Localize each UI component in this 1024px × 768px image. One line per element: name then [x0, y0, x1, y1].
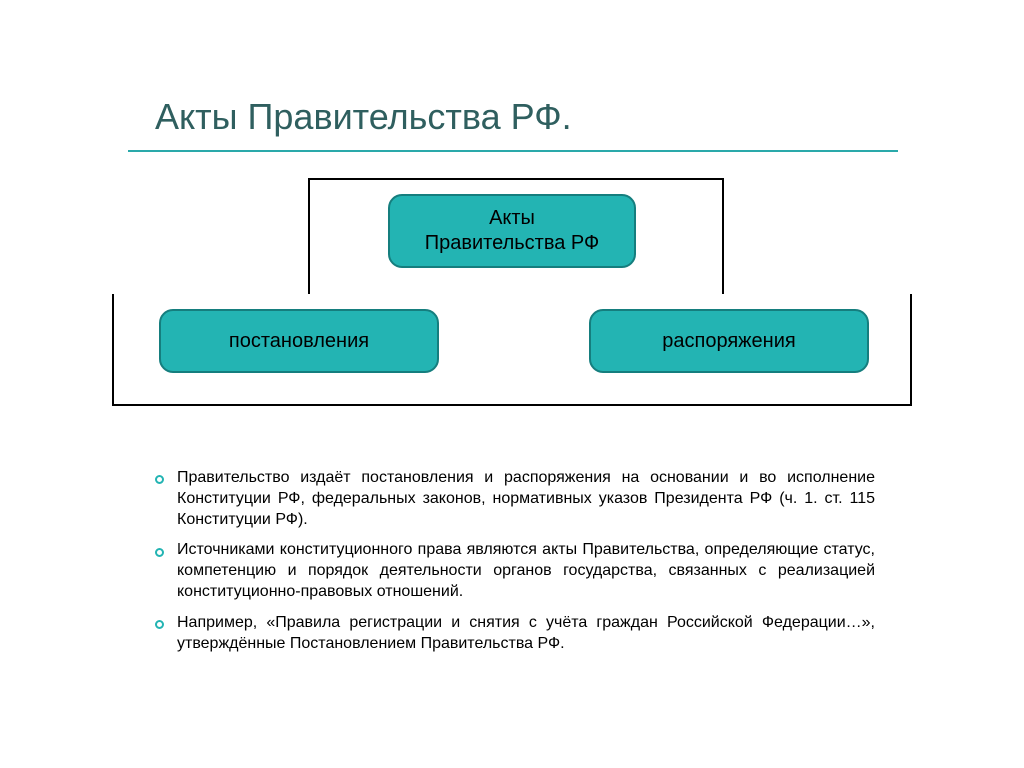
- bullet-list: Правительство издаёт постановления и рас…: [155, 468, 875, 664]
- slide-title: Акты Правительства РФ.: [155, 96, 572, 138]
- node-root: АктыПравительства РФ: [388, 194, 636, 268]
- title-underline: [128, 150, 898, 152]
- slide: Акты Правительства РФ. АктыПравительства…: [0, 0, 1024, 768]
- bullet-item: Источниками конституционного права являю…: [155, 540, 875, 602]
- node-right: распоряжения: [589, 309, 869, 373]
- bullet-item: Правительство издаёт постановления и рас…: [155, 468, 875, 530]
- node-left: постановления: [159, 309, 439, 373]
- bullet-item: Например, «Правила регистрации и снятия …: [155, 613, 875, 655]
